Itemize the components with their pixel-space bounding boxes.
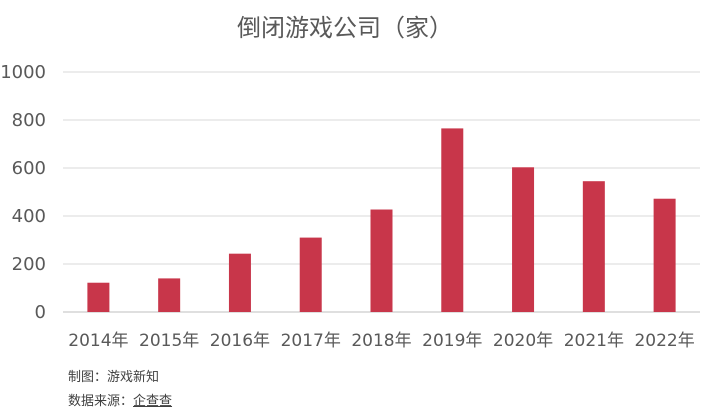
data-source-credit: 数据来源：企查查 bbox=[68, 390, 172, 409]
bar bbox=[441, 128, 464, 312]
maker-value: 游戏新知 bbox=[107, 370, 160, 385]
bar bbox=[158, 278, 181, 312]
x-tick-label: 2016年 bbox=[210, 331, 270, 351]
x-axis-ticks: 2014年 2015年 2016年 2017年 2018年 2019年 2020年 2021年… bbox=[68, 331, 694, 351]
y-tick-label: 1000 bbox=[0, 62, 46, 83]
x-tick-label: 2017年 bbox=[281, 331, 341, 351]
source-value[interactable]: 企查查 bbox=[133, 394, 173, 409]
bar bbox=[299, 237, 322, 312]
x-tick-label: 2018年 bbox=[351, 331, 411, 351]
source-label: 数据来源： bbox=[68, 394, 134, 409]
bar bbox=[582, 181, 605, 312]
y-tick-label: 600 bbox=[12, 158, 46, 179]
y-axis-ticks: 0 200 400 600 800 1000 bbox=[0, 62, 46, 323]
bar bbox=[653, 198, 676, 312]
y-tick-label: 400 bbox=[12, 206, 46, 227]
y-tick-label: 800 bbox=[12, 110, 46, 131]
bar bbox=[370, 209, 393, 312]
maker-label: 制图： bbox=[68, 370, 108, 385]
y-tick-label: 0 bbox=[35, 302, 46, 323]
bar bbox=[512, 167, 535, 312]
y-tick-label: 200 bbox=[12, 254, 46, 275]
chart-maker-credit: 制图：游戏新知 bbox=[68, 366, 159, 385]
x-tick-label: 2014年 bbox=[68, 331, 128, 351]
bar bbox=[228, 253, 251, 312]
bar bbox=[87, 282, 110, 312]
x-tick-label: 2020年 bbox=[493, 331, 553, 351]
chart-title: 倒闭游戏公司（家） bbox=[237, 14, 453, 42]
x-tick-label: 2015年 bbox=[139, 331, 199, 351]
bars bbox=[87, 128, 676, 312]
x-tick-label: 2022年 bbox=[634, 331, 694, 351]
x-tick-label: 2021年 bbox=[564, 331, 624, 351]
x-tick-label: 2019年 bbox=[422, 331, 482, 351]
